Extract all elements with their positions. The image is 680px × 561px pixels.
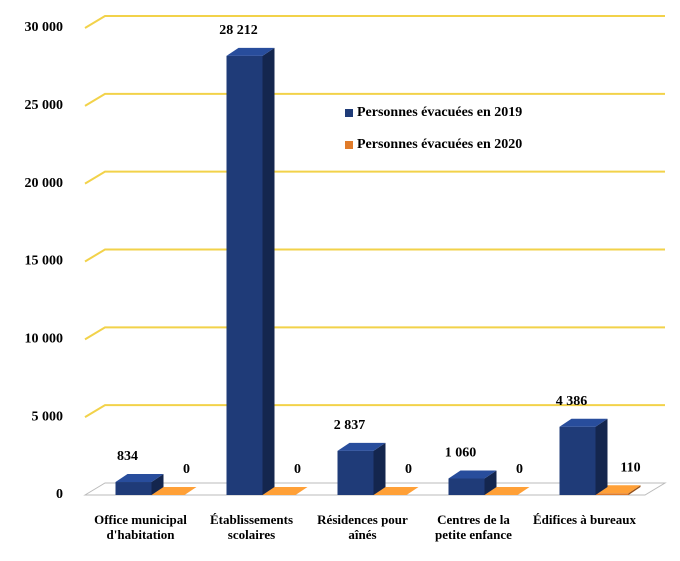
x-tick-label: Office municipal d'habitation: [94, 512, 187, 542]
legend-label: Personnes évacuées en 2020: [357, 137, 522, 152]
value-label: 110: [620, 461, 640, 476]
legend-swatch: [345, 141, 353, 149]
x-tick-label: Centres de la petite enfance: [435, 512, 512, 542]
x-tick-label: Résidences pour aînés: [317, 512, 408, 542]
bar: [226, 47, 275, 496]
x-tick-label: Établissements scolaires: [209, 512, 294, 542]
value-label: 2 837: [334, 418, 366, 433]
bar-top: [115, 474, 164, 483]
grid-line: [84, 248, 665, 263]
value-label: 0: [294, 462, 301, 477]
y-tick-label: 5 000: [32, 409, 64, 424]
value-label: 834: [117, 449, 138, 464]
bar-side: [151, 474, 164, 495]
bar-side: [484, 470, 497, 495]
y-tick-label: 15 000: [25, 254, 64, 269]
grid-line: [84, 404, 665, 419]
x-tick-label: Édifices à bureaux: [532, 512, 637, 527]
bar: [337, 442, 386, 495]
value-label: 1 060: [445, 446, 477, 461]
bar-top: [226, 47, 275, 56]
grid-line: [84, 326, 665, 341]
bar-front: [559, 426, 596, 495]
y-tick-label: 20 000: [25, 176, 64, 191]
bar-front: [592, 493, 629, 495]
bar-front: [448, 478, 485, 495]
bar-side: [373, 442, 386, 495]
bar: [559, 418, 608, 495]
y-tick-label: 30 000: [25, 20, 64, 35]
value-label: 4 386: [556, 394, 588, 409]
bar-top: [337, 442, 386, 451]
legend-swatch: [345, 109, 353, 117]
bar-front: [337, 450, 374, 495]
value-label: 0: [405, 462, 412, 477]
y-tick-label: 0: [56, 487, 63, 502]
bar-top: [448, 470, 497, 479]
bar: [448, 470, 497, 495]
bar-front: [226, 55, 263, 496]
bar-top: [559, 418, 608, 427]
bar-side: [595, 418, 608, 495]
value-label: 0: [183, 462, 190, 477]
value-label: 0: [516, 462, 523, 477]
bar-front: [115, 482, 152, 495]
y-tick-label: 10 000: [25, 332, 64, 347]
bar-side: [628, 485, 641, 495]
y-tick-label: 25 000: [25, 98, 64, 113]
bar: [115, 474, 164, 495]
legend-label: Personnes évacuées en 2019: [357, 105, 522, 120]
grid-line: [84, 15, 665, 29]
grid-line: [84, 170, 665, 185]
bar-side: [262, 47, 275, 496]
grid-line: [84, 92, 665, 107]
value-label: 28 212: [219, 23, 258, 38]
